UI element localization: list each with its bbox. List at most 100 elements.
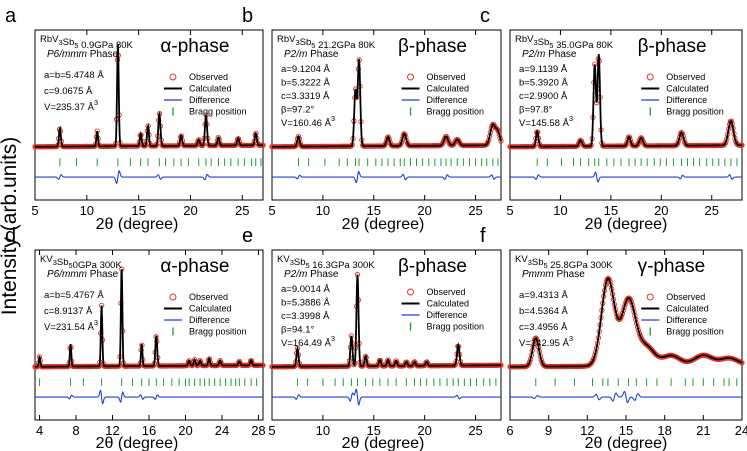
legend-label: Bragg position [189,327,247,337]
plot-frame [271,29,502,201]
space-group-label: P6/mmm Phase [47,269,119,280]
x-tick-label: 4 [36,423,43,438]
x-tick-label: 24 [735,423,747,438]
panel-letter: b [242,5,253,27]
legend-label: Calculated [189,304,232,314]
x-tick-label: 25 [235,203,249,218]
space-group-label: Pmmm Phase [522,269,585,280]
x-tick-label: 10 [553,203,567,218]
lattice-parameter: a=9.0014 Å [281,284,331,295]
legend-label: Observed [189,292,228,302]
phase-label: β-phase [398,256,467,277]
lattice-parameter: a=9.1204 Å [281,64,331,75]
calculated-series [272,274,501,368]
plot-frame [509,29,743,201]
x-axis-label-top: 2θ (degree) [342,216,425,233]
x-tick-label: 21 [696,423,710,438]
x-tick-label: 15 [619,423,633,438]
lattice-parameter: V=160.46 Å3 [281,114,335,129]
x-tick-label: 9 [545,423,552,438]
x-tick-label: 8 [72,423,79,438]
legend-label: Calculated [189,84,232,94]
lattice-parameter: c=3.3319 Å [281,91,330,102]
difference-series [35,389,263,405]
legend-label: Observed [189,72,228,82]
observed-series [32,266,266,370]
sample-title: KV3Sb5 16.3GPa 300K [277,254,375,271]
legend-label: Difference [427,310,468,320]
phase-label: α-phase [160,256,229,277]
x-tick-label: 24 [215,423,229,438]
legend-observed-marker [169,73,177,81]
space-group-label: P2/m Phase [522,49,577,60]
x-tick-label: 20 [183,203,197,218]
x-tick-label: 12 [580,423,594,438]
lattice-parameter: V=235.37 Å3 [44,98,98,113]
lattice-parameter: a=9.1139 Å [519,64,568,75]
lattice-parameter: c=2.9900 Å [519,91,568,102]
difference-series [272,170,501,184]
legend-label: Calculated [666,84,709,94]
x-axis-label-top: 2θ (degree) [585,216,668,233]
lattice-parameter: a=b=5.4748 Å [44,70,104,81]
lattice-parameter: β=97.2° [281,105,315,116]
x-axis-label-bottom: 2θ (degree) [585,435,668,451]
space-group-label: P2/m Phase [284,49,339,60]
calculated-series [272,58,502,148]
legend-label: Calculated [666,304,709,314]
panel-letter: a [5,5,17,27]
legend-label: Bragg position [666,107,724,117]
y-axis-label: Intensity (arb.units) [0,137,21,316]
lattice-parameter: b=5.3920 Å [519,78,569,89]
calculated-series [35,44,263,148]
x-tick-label: 10 [80,203,94,218]
panel-letter: c [480,5,490,27]
legend-label: Calculated [427,299,470,309]
x-tick-label: 5 [506,203,513,218]
legend-label: Difference [427,95,468,105]
legend-label: Difference [666,95,707,105]
lattice-parameter: b=5.3886 Å [281,298,331,309]
phase-label: β-phase [398,36,467,57]
x-tick-label: 10 [316,203,330,218]
x-tick-label: 15 [131,203,145,218]
lattice-parameter: c=3.3998 Å [281,311,330,322]
x-tick-label: 25 [468,423,482,438]
legend-observed-marker [646,293,654,301]
x-tick-label: 15 [604,203,618,218]
x-tick-label: 15 [367,423,381,438]
phase-label: γ-phase [638,256,706,277]
x-tick-label: 15 [367,203,381,218]
legend-label: Bragg position [427,322,485,332]
lattice-parameter: V=142.95 Å3 [519,334,573,349]
sample-title: RbV3Sb5 0.9GPa 80K [40,34,134,51]
difference-series [510,391,742,404]
sample-title: KV3Sb5 25.8GPa 300K [515,254,613,271]
calculated-series [510,277,743,368]
lattice-parameter: c=3.4956 Å [519,322,568,333]
x-tick-label: 6 [506,423,513,438]
lattice-parameter: V=231.54 Å3 [44,318,98,333]
legend-observed-marker [646,73,654,81]
x-tick-label: 20 [178,423,192,438]
legend-label: Bragg position [427,107,485,117]
lattice-parameter: a=9.4313 Å [519,290,569,301]
legend-label: Observed [666,72,705,82]
phase-label: α-phase [160,36,229,57]
x-tick-label: 18 [657,423,671,438]
x-tick-label: 5 [268,423,275,438]
legend-observed-marker [407,73,415,81]
x-tick-label: 25 [705,203,719,218]
legend-label: Observed [666,292,705,302]
x-tick-label: 12 [105,423,119,438]
lattice-parameter: c=9.0675 Å [44,86,93,97]
x-tick-label: 20 [417,203,431,218]
x-tick-label: 25 [468,203,482,218]
x-tick-label: 10 [316,423,330,438]
lattice-parameter: V=164.49 Å3 [281,334,335,349]
